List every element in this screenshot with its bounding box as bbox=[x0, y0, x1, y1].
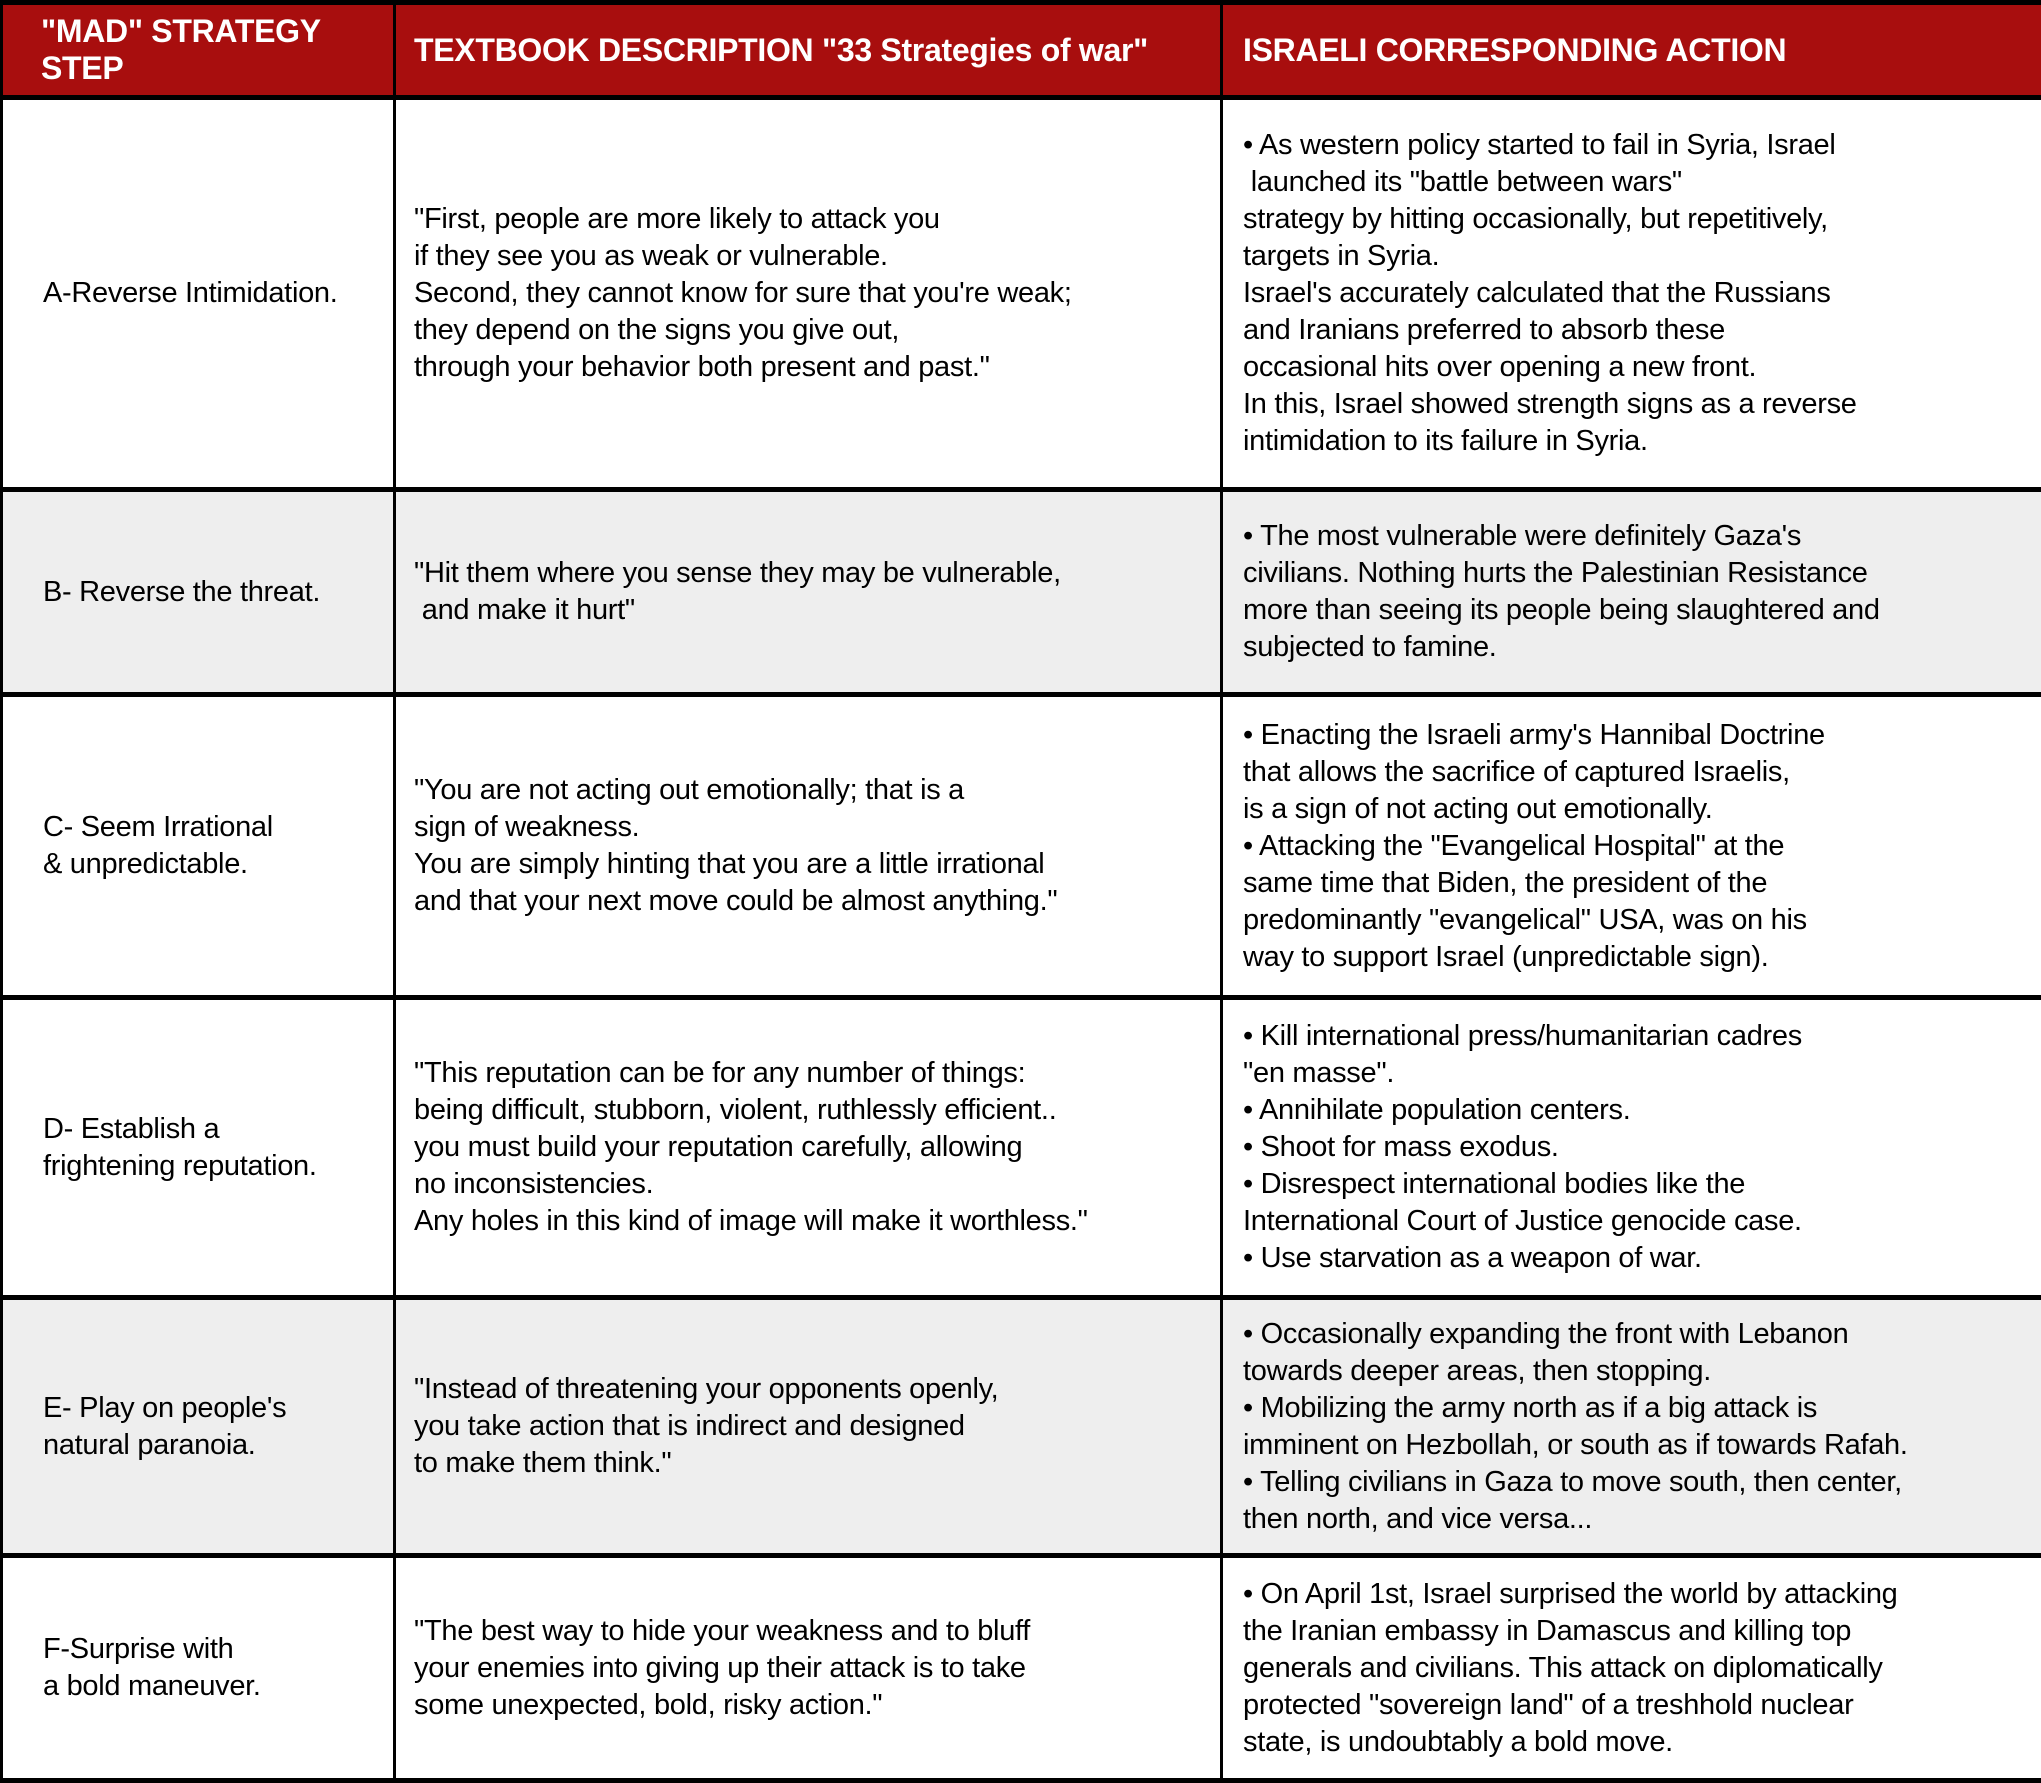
table-row-d: D- Establish a frightening reputation. "… bbox=[2, 998, 2041, 1298]
israeli-action-cell: • Occasionally expanding the front with … bbox=[1222, 1298, 2041, 1556]
header-textbook-description: TEXTBOOK DESCRIPTION "33 Strategies of w… bbox=[395, 3, 1222, 98]
table-row-c: C- Seem Irrational & unpredictable. "You… bbox=[2, 695, 2041, 998]
textbook-description-cell: "You are not acting out emotionally; tha… bbox=[395, 695, 1222, 998]
israeli-action-cell: • On April 1st, Israel surprised the wor… bbox=[1222, 1556, 2041, 1781]
textbook-description-cell: "Instead of threatening your opponents o… bbox=[395, 1298, 1222, 1556]
strategy-step-cell: C- Seem Irrational & unpredictable. bbox=[2, 695, 395, 998]
israeli-action-cell: • The most vulnerable were definitely Ga… bbox=[1222, 490, 2041, 695]
israeli-action-cell: • As western policy started to fail in S… bbox=[1222, 98, 2041, 490]
header-strategy-step: "MAD" STRATEGY STEP bbox=[2, 3, 395, 98]
textbook-description-cell: "First, people are more likely to attack… bbox=[395, 98, 1222, 490]
israeli-action-cell: • Enacting the Israeli army's Hannibal D… bbox=[1222, 695, 2041, 998]
strategy-step-cell: B- Reverse the threat. bbox=[2, 490, 395, 695]
strategy-step-cell: A-Reverse Intimidation. bbox=[2, 98, 395, 490]
table-row-f: F-Surprise with a bold maneuver. "The be… bbox=[2, 1556, 2041, 1781]
strategy-step-cell: D- Establish a frightening reputation. bbox=[2, 998, 395, 1298]
table-row-a: A-Reverse Intimidation. "First, people a… bbox=[2, 98, 2041, 490]
textbook-description-cell: "The best way to hide your weakness and … bbox=[395, 1556, 1222, 1781]
textbook-description-cell: "Hit them where you sense they may be vu… bbox=[395, 490, 1222, 695]
header-israeli-action: ISRAELI CORRESPONDING ACTION bbox=[1222, 3, 2041, 98]
table-row-b: B- Reverse the threat. "Hit them where y… bbox=[2, 490, 2041, 695]
israeli-action-cell: • Kill international press/humanitarian … bbox=[1222, 998, 2041, 1298]
strategy-step-cell: E- Play on people's natural paranoia. bbox=[2, 1298, 395, 1556]
table-header-row: "MAD" STRATEGY STEP TEXTBOOK DESCRIPTION… bbox=[2, 3, 2041, 98]
textbook-description-cell: "This reputation can be for any number o… bbox=[395, 998, 1222, 1298]
strategy-step-cell: F-Surprise with a bold maneuver. bbox=[2, 1556, 395, 1781]
table-row-e: E- Play on people's natural paranoia. "I… bbox=[2, 1298, 2041, 1556]
